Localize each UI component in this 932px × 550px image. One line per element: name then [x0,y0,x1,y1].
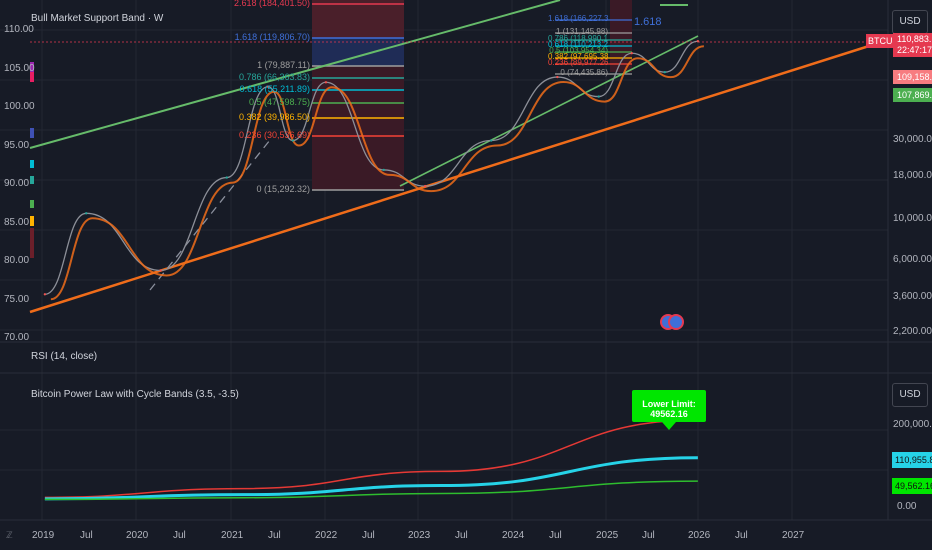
side-badge: 1.618 [634,16,662,28]
fib-retracement-2[interactable] [555,0,688,75]
cyan-value-tag: 110,955.85 [892,452,932,468]
timezone-icon[interactable]: ℤ [6,530,13,540]
fib-level-label-2: 0.618 (110,213.27) [548,40,608,49]
left-axis-tick: 90.00 [4,178,30,189]
time-axis-label: 2022 [315,530,338,541]
support-band-line [50,45,705,301]
time-axis-label: 2027 [782,530,805,541]
right-axis-tick-lower: 200,000.00 [893,419,932,430]
fib-level-label: 0.236 (30,536.69) [238,130,310,140]
right-axis-tick: 6,000.00 [893,254,932,265]
fib-level-label-2: 1.618 (166,227.35) [548,14,608,23]
currency-button-lower[interactable]: USD [892,383,928,407]
power-law-title: Bitcoin Power Law with Cycle Bands (3.5,… [31,389,239,400]
time-axis-label: 2021 [221,530,244,541]
time-axis-label: Jul [642,530,655,541]
left-axis-tick: 100.00 [4,101,35,112]
fib-retracement[interactable] [312,0,404,191]
left-axis-tick: 110.00 [4,24,34,35]
fib-level-label-2: 0.786 (118,990.15) [548,34,608,43]
time-axis-label: Jul [362,530,375,541]
time-axis-label: Jul [735,530,748,541]
price-tag-2: 109,158.79 [893,70,932,84]
price-tag-last: 110,883.16 22:47:17 [893,33,932,57]
right-axis-tick: 3,600.00 [893,291,932,302]
main-study-title: Bull Market Support Band · W [31,13,164,24]
fib-level-label-2: 0.236 (89,977.26) [548,58,608,67]
fib-level-label-2: 0 (74,435.86) [560,68,608,77]
left-axis-tick: 75.00 [4,293,30,305]
time-axis-label: 2020 [126,530,149,541]
price-point [225,176,228,179]
left-axis-tick: 95.00 [4,139,30,151]
left-axis-tick: 105.00 [4,62,35,74]
fib-level-label: 1 (79,887.11) [257,60,310,70]
fib-level-label: 1.618 (119,806.70) [234,32,310,42]
time-axis-label: Jul [173,530,186,541]
price-point [490,139,493,142]
price-point [423,184,427,188]
fib-level-label: 0.618 (55,211.89) [239,84,310,94]
time-axis-label: 2025 [596,530,619,541]
alert-icons[interactable] [660,314,684,330]
price-point [43,293,47,296]
power-law-band-lower [44,480,698,501]
callout-text: Lower Limit: 49562.16 [642,399,696,419]
power-law-band-center [44,456,698,501]
left-axis-tick: 80.00 [4,255,30,266]
countdown: 22:47:17 [897,45,932,55]
right-axis-tick: 10,000.00 [893,213,932,224]
fib-level-label-2: 0.5 (103,954.34) [549,46,608,55]
price-point [159,269,162,272]
price-point [597,95,600,98]
time-axis-label: Jul [549,530,562,541]
price-point [382,168,385,172]
grid [0,0,888,520]
lower-limit-callout [632,390,706,430]
time-axis-label: 2023 [408,530,431,541]
fib-level-label-2: 1 (131,145.98) [555,27,608,36]
right-axis-tick: 30,000.00 [893,134,932,145]
upper-channel-line[interactable] [29,0,561,149]
price-point [630,52,633,55]
left-axis-tick: 85.00 [4,216,30,228]
fib-level-label: 2.618 (184,401.50) [233,0,310,8]
price-point [696,40,700,43]
time-axis-label: Jul [80,530,93,541]
time-axis-label: 2019 [32,530,55,541]
price-point [324,81,328,84]
power-law-series [44,419,698,501]
time-axis-label: 2024 [502,530,525,541]
left-axis-tick: 70.00 [4,332,30,343]
fib-level-label: 0.382 (39,986.50) [238,112,310,122]
time-axis-label: 2026 [688,530,711,541]
fib-level-label: 0.786 (66,363.83) [238,72,310,82]
right-axis-tick-lower: 0.00 [897,501,917,512]
dashed-trend-line[interactable] [149,139,271,291]
currency-button[interactable]: USD [892,10,928,34]
green-value-tag: 49,562.16 [892,478,932,494]
price-point [266,85,270,88]
time-axis-label: Jul [268,530,281,541]
left-strip [30,62,34,258]
price-point [663,70,667,74]
right-axis-tick: 2,200.00 [893,326,932,337]
fib-level-label-2: 0.382 (97,695.38) [548,52,608,61]
price-last: 110,883.16 [897,34,932,44]
price-point [85,212,88,215]
fib-level-label: 0.5 (47,598.75) [248,97,310,107]
rsi-title: RSI (14, close) [31,351,98,362]
price-point [291,139,295,142]
price-point [556,75,559,79]
price-series [43,40,705,301]
right-axis-tick: 18,000.00 [893,170,932,181]
fib-level-label: 0 (15,292.32) [256,184,310,194]
power-law-band-upper [44,419,698,499]
time-axis-label: Jul [455,530,468,541]
price-tag-3: 107,869.69 [893,88,932,102]
